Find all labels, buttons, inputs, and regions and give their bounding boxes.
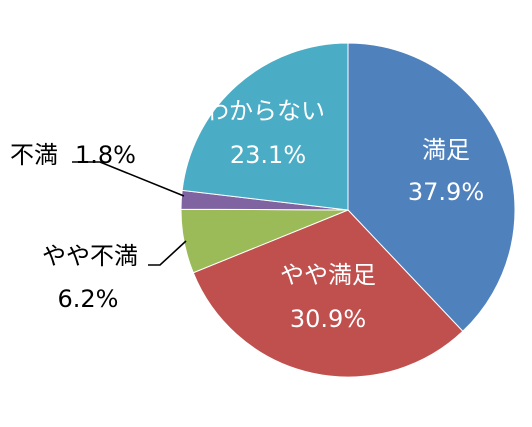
slice-value-label-4: 1.8% xyxy=(75,141,136,169)
slice-value-label-3: 6.2% xyxy=(58,285,119,313)
slice-label-4: 不満 xyxy=(10,141,58,169)
slice-label-2: やや満足 xyxy=(280,261,376,289)
slice-label-5: わからない xyxy=(205,97,325,125)
slice-5 xyxy=(181,42,349,211)
slice-value-label-5: 23.1% xyxy=(230,141,306,169)
slice-value-label-1: 37.9% xyxy=(408,178,484,206)
slice-value-label-2: 30.9% xyxy=(290,305,366,333)
slice-1 xyxy=(347,42,516,332)
leader-line-3 xyxy=(148,240,187,266)
slice-label-1: 満足 xyxy=(422,136,470,164)
leader-line-4 xyxy=(72,161,185,197)
slice-2 xyxy=(192,209,464,378)
slice-label-3: やや不満 xyxy=(42,242,138,270)
